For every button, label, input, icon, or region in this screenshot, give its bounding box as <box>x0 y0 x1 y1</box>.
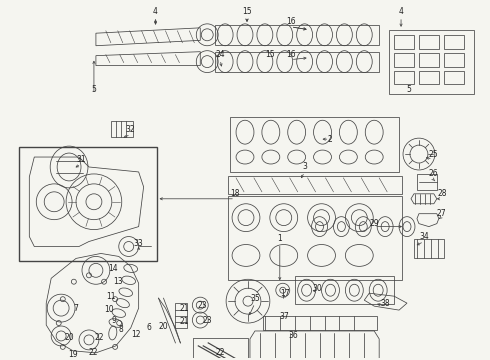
Text: 20: 20 <box>159 321 168 330</box>
Text: 18: 18 <box>230 189 240 198</box>
Bar <box>294 276 394 304</box>
Text: 32: 32 <box>126 125 136 134</box>
Text: 10: 10 <box>104 305 114 314</box>
Bar <box>263 316 377 330</box>
Text: 9: 9 <box>111 316 116 325</box>
Bar <box>20 147 156 261</box>
Text: 16: 16 <box>286 17 295 26</box>
Text: 34: 34 <box>419 232 429 241</box>
Bar <box>394 53 414 67</box>
Text: 25: 25 <box>428 149 438 158</box>
Bar <box>414 239 444 258</box>
Text: 11: 11 <box>106 292 116 301</box>
Text: 19: 19 <box>68 350 78 359</box>
Bar <box>394 35 414 49</box>
Text: 14: 14 <box>108 264 118 273</box>
Bar <box>394 71 414 85</box>
Text: 2: 2 <box>327 135 332 144</box>
Text: 23: 23 <box>197 301 207 310</box>
Text: 28: 28 <box>437 189 446 198</box>
Text: 24: 24 <box>215 50 225 59</box>
Bar <box>419 53 439 67</box>
Bar <box>419 35 439 49</box>
Text: 17: 17 <box>280 289 290 298</box>
Bar <box>419 71 439 85</box>
Text: 22: 22 <box>216 348 225 357</box>
Text: 20: 20 <box>64 333 74 342</box>
Bar <box>417 174 437 190</box>
Text: 21: 21 <box>180 316 189 325</box>
Text: 36: 36 <box>289 332 298 341</box>
Text: 13: 13 <box>113 277 122 286</box>
Text: 21: 21 <box>180 303 189 312</box>
Text: 30: 30 <box>313 284 322 293</box>
Bar <box>111 121 133 137</box>
Bar <box>215 25 379 45</box>
Text: 1: 1 <box>277 234 282 243</box>
Text: 23: 23 <box>202 316 212 325</box>
Text: 6: 6 <box>146 324 151 333</box>
Bar <box>215 52 379 72</box>
Text: 3: 3 <box>302 162 307 171</box>
Bar <box>228 196 402 280</box>
Text: 38: 38 <box>380 299 390 308</box>
Text: 27: 27 <box>437 209 446 218</box>
Text: 22: 22 <box>94 333 104 342</box>
Text: 26: 26 <box>428 170 438 179</box>
Text: 16: 16 <box>286 50 295 59</box>
Bar <box>228 176 402 194</box>
Bar <box>175 303 187 328</box>
Bar <box>194 338 248 360</box>
Text: 5: 5 <box>92 85 97 94</box>
Text: 8: 8 <box>119 325 123 334</box>
Bar <box>230 117 399 172</box>
Text: 4: 4 <box>153 8 158 17</box>
Bar <box>444 53 464 67</box>
Bar <box>444 71 464 85</box>
Text: 29: 29 <box>369 219 379 228</box>
Text: 37: 37 <box>280 311 290 320</box>
Text: 22: 22 <box>88 348 98 357</box>
Text: 12: 12 <box>131 330 141 339</box>
Bar <box>444 35 464 49</box>
Text: 35: 35 <box>250 294 260 303</box>
Text: 31: 31 <box>76 154 86 163</box>
Text: 5: 5 <box>407 85 412 94</box>
Text: 15: 15 <box>242 8 252 17</box>
Text: 7: 7 <box>74 303 78 312</box>
Text: 15: 15 <box>265 50 275 59</box>
Bar <box>389 30 474 94</box>
Text: 33: 33 <box>134 239 144 248</box>
Text: 4: 4 <box>398 8 403 17</box>
